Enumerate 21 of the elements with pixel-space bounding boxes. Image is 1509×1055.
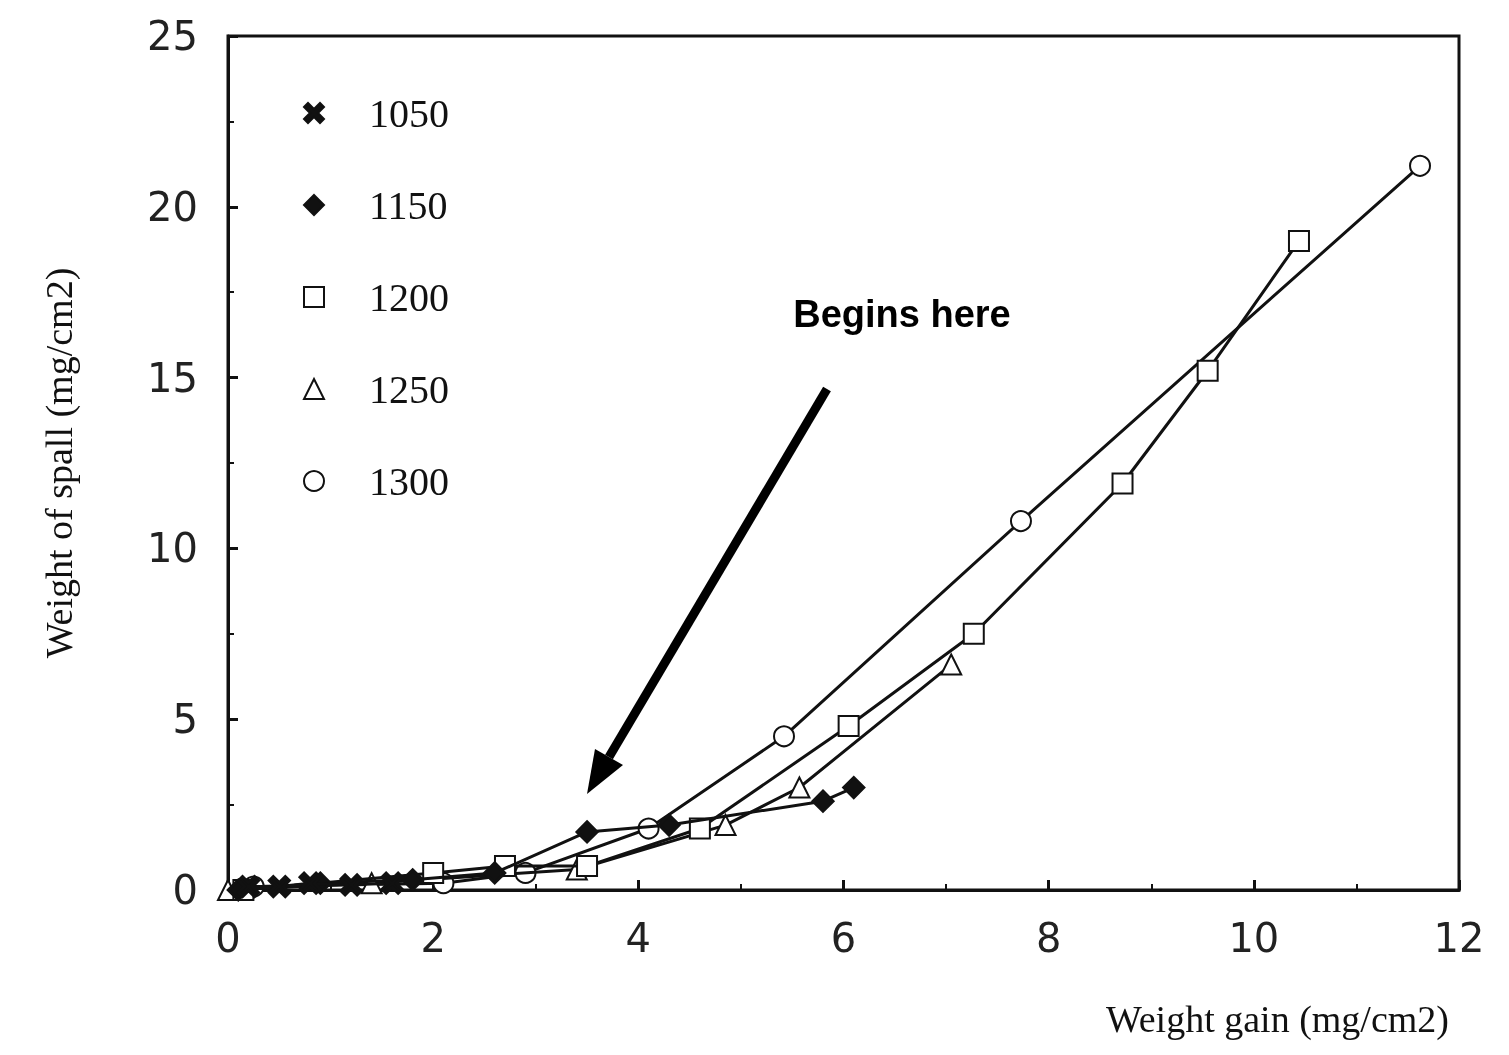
y-tick-label: 25 — [147, 13, 198, 59]
x-axis-title: Weight gain (mg/cm2) — [1105, 998, 1449, 1041]
x-tick-label: 8 — [1035, 915, 1062, 961]
y-tick-label: 10 — [147, 525, 198, 572]
legend-label: 1200 — [369, 274, 449, 320]
y-tick-label: 0 — [172, 867, 198, 913]
legend-label: 1150 — [369, 182, 448, 228]
x-tick-label: 2 — [420, 915, 446, 961]
x-tick-label: 6 — [830, 915, 857, 961]
annotation: Begins here — [793, 293, 1011, 335]
x-tick-label: 10 — [1228, 915, 1280, 961]
y-axis-title: Weight of spall (mg/cm2) — [38, 267, 81, 659]
legend-label: 1050 — [369, 90, 449, 136]
x-tick-label: 12 — [1433, 915, 1485, 961]
x-tick-label: 4 — [625, 915, 652, 961]
x-tick-label: 0 — [215, 915, 241, 961]
y-tick-label: 5 — [172, 696, 198, 743]
y-tick-label: 15 — [147, 354, 198, 401]
y-tick-label: 20 — [147, 183, 198, 230]
legend-label: 1300 — [369, 458, 449, 504]
legend-label: 1250 — [369, 366, 449, 412]
